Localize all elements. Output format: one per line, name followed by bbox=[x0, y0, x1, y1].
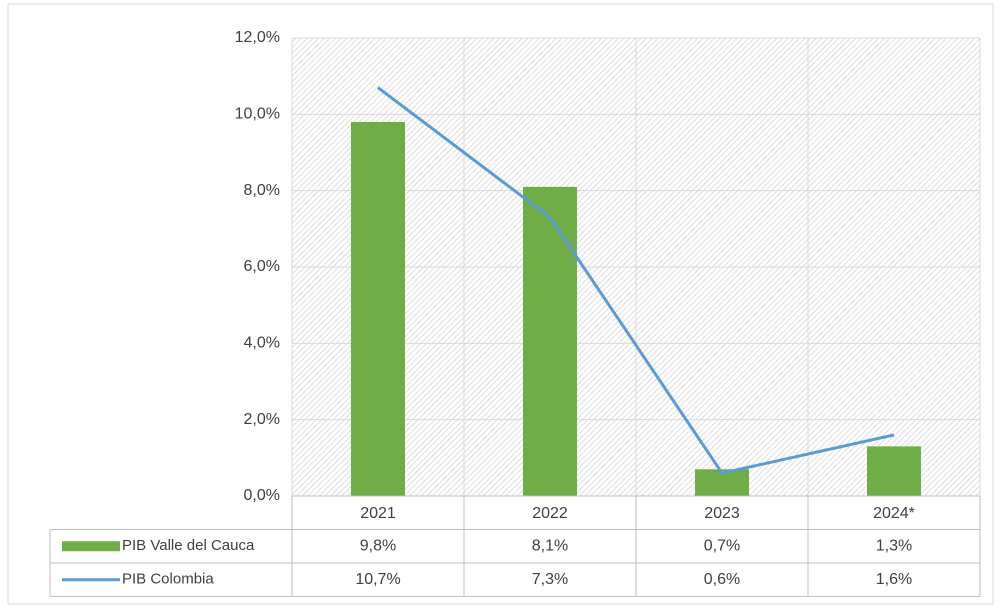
table-value: 9,8% bbox=[360, 537, 396, 554]
y-tick-label: 4,0% bbox=[244, 335, 280, 352]
table-value: 8,1% bbox=[532, 537, 568, 554]
line bbox=[377, 86, 895, 475]
bar bbox=[867, 446, 921, 496]
table-value: 1,6% bbox=[876, 571, 912, 588]
table-value: 0,7% bbox=[704, 537, 740, 554]
table-value: 0,6% bbox=[704, 571, 740, 588]
x-tick-label: 2023 bbox=[704, 505, 740, 522]
legend-label: PIB Valle del Cauca bbox=[122, 537, 255, 554]
bar bbox=[523, 186, 577, 496]
y-tick-label: 8,0% bbox=[244, 182, 280, 199]
x-tick-label: 2022 bbox=[532, 505, 568, 522]
bar bbox=[351, 121, 405, 496]
legend-swatch bbox=[62, 541, 120, 552]
x-tick-label: 2024* bbox=[873, 505, 915, 522]
x-tick-label: 2021 bbox=[360, 505, 396, 522]
table-value: 7,3% bbox=[532, 571, 568, 588]
y-tick-label: 12,0% bbox=[235, 29, 280, 46]
legend-label: PIB Colombia bbox=[122, 571, 214, 588]
y-tick-label: 2,0% bbox=[244, 411, 280, 428]
chart-border bbox=[7, 3, 994, 605]
table-value: 1,3% bbox=[876, 537, 912, 554]
y-tick-label: 6,0% bbox=[244, 258, 280, 275]
y-tick-label: 10,0% bbox=[235, 106, 280, 123]
y-tick-label: 0,0% bbox=[244, 487, 280, 504]
table-value: 10,7% bbox=[355, 571, 400, 588]
